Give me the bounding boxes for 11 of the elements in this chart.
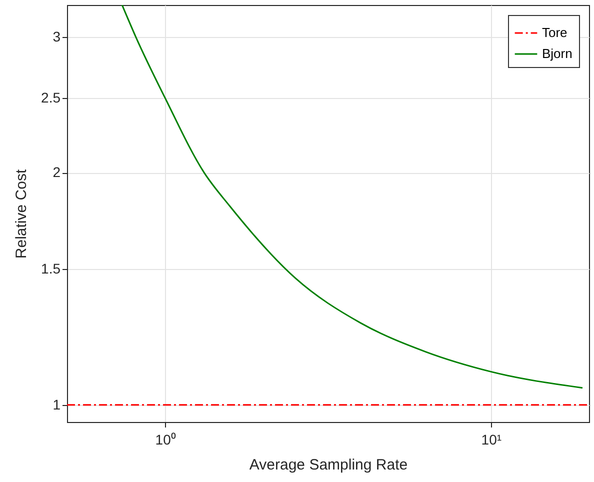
y-tick-label: 3 — [52, 28, 61, 44]
y-tick-label: 2 — [52, 164, 61, 180]
y-tick-label: 1.5 — [41, 260, 61, 277]
y-axis-title: Relative Cost — [13, 168, 30, 259]
legend-label: Bjorn — [542, 46, 572, 61]
x-tick-label: 10⁰ — [155, 432, 176, 448]
x-axis-title: Average Sampling Rate — [249, 456, 408, 474]
x-tick-label: 10¹ — [481, 432, 502, 448]
legend-label: Tore — [542, 25, 568, 40]
y-tick-label: 2.5 — [41, 89, 61, 106]
y-tick-label: 1 — [52, 396, 61, 412]
